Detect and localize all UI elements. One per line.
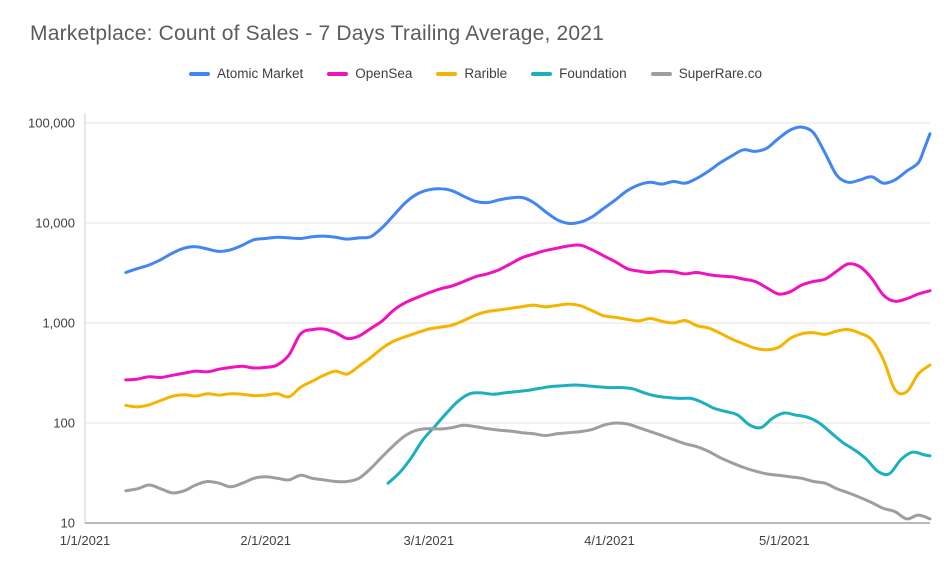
legend-label-foundation: Foundation (559, 66, 627, 81)
y-axis-tick-label: 1,000 (42, 316, 75, 331)
legend-swatch-rarible (436, 71, 458, 76)
y-axis-tick-label: 10,000 (35, 216, 75, 231)
y-axis-tick-label: 10 (61, 516, 75, 531)
series-line-rarible (124, 302, 932, 409)
legend-item-foundation: Foundation (531, 66, 627, 81)
y-axis-tick-label: 100 (53, 416, 75, 431)
y-axis-tick-label: 100,000 (28, 116, 75, 131)
legend-swatch-atomic-market (189, 71, 211, 76)
x-axis-tick-label: 5/1/2021 (759, 533, 810, 548)
legend-item-atomic-market: Atomic Market (189, 66, 303, 81)
legend-label-rarible: Rarible (464, 66, 508, 81)
series-line-atomic-market (124, 125, 932, 274)
line-chart-canvas: 10 100 1,000 10,000 100,000 1/1/2021 2/1/2021 3… (28, 113, 932, 548)
series-line-opensea (124, 243, 932, 382)
x-axis-tick-label: 2/1/2021 (240, 533, 291, 548)
legend-item-superrare-co: SuperRare.co (650, 66, 762, 81)
series-line-superrare-co (124, 421, 932, 521)
x-axis-tick-label: 1/1/2021 (60, 533, 111, 548)
legend-label-opensea: OpenSea (355, 66, 413, 81)
legend-label-superrare-co: SuperRare.co (678, 66, 762, 81)
chart-legend: Atomic Market OpenSea Rarible Foundation Sup… (0, 66, 951, 81)
series-line-foundation (386, 383, 932, 485)
x-axis-tick-label: 3/1/2021 (404, 533, 455, 548)
chart-area: 10 100 1,000 10,000 100,000 1/1/2021 2/1/2021 3… (0, 95, 951, 575)
x-axis-tick-label: 4/1/2021 (584, 533, 635, 548)
legend-swatch-superrare-co (650, 71, 672, 76)
legend-swatch-foundation (531, 71, 553, 76)
chart-title: Marketplace: Count of Sales - 7 Days Tra… (30, 22, 605, 45)
legend-label-atomic-market: Atomic Market (217, 66, 304, 81)
legend-item-rarible: Rarible (436, 66, 507, 81)
legend-swatch-opensea (327, 71, 349, 76)
legend-item-opensea: OpenSea (327, 66, 412, 81)
